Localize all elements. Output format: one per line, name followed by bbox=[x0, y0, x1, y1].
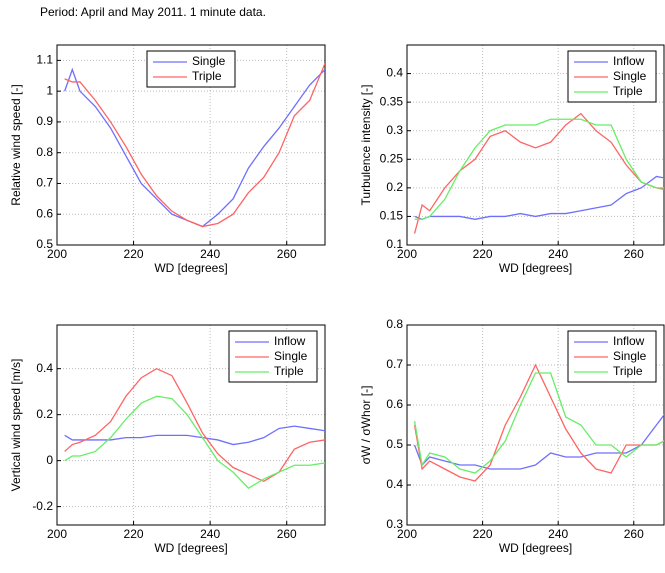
x-tick-label: 200 bbox=[397, 527, 417, 541]
figure-title: Period: April and May 2011. 1 minute dat… bbox=[40, 5, 266, 19]
series-line bbox=[64, 395, 325, 490]
y-tick-label: 0.9 bbox=[36, 114, 53, 128]
y-axis-label: Relative wind speed [-] bbox=[9, 84, 23, 205]
x-tick-label: 260 bbox=[624, 247, 644, 261]
y-tick-label: 0.35 bbox=[380, 94, 404, 108]
legend-label: Triple bbox=[613, 84, 643, 98]
y-tick-label: 1.1 bbox=[36, 53, 53, 67]
series-line bbox=[413, 372, 664, 474]
y-tick-label: 0.6 bbox=[36, 206, 53, 220]
x-tick-label: 240 bbox=[200, 247, 220, 261]
x-tick-label: 260 bbox=[277, 527, 297, 541]
x-axis-label: WD [degrees] bbox=[154, 261, 227, 275]
legend-label: Single bbox=[274, 349, 308, 363]
y-tick-label: 0.7 bbox=[386, 357, 403, 371]
y-tick-label: 1 bbox=[46, 83, 53, 97]
y-tick-label: 0.2 bbox=[36, 407, 53, 421]
legend-box bbox=[146, 50, 236, 88]
subplot: 200 220 240 260 0.3 0.4 0.5 0.6 0.7 0.8 WD [degree… bbox=[359, 317, 665, 555]
y-tick-label: 0.5 bbox=[386, 437, 403, 451]
x-tick-label: 200 bbox=[47, 247, 67, 261]
series-line bbox=[64, 67, 325, 228]
y-axis-label: Vertical wind speed [m/s] bbox=[9, 359, 23, 492]
legend-label: Triple bbox=[192, 69, 222, 83]
series-line bbox=[413, 413, 664, 470]
y-tick-label: 0.15 bbox=[380, 209, 404, 223]
y-tick-label: 0.1 bbox=[386, 237, 403, 251]
subplot: 200 220 240 260 0.5 0.6 0.7 0.8 0.9 1 1.1 WD [degre… bbox=[9, 44, 326, 275]
legend-label: Single bbox=[192, 54, 226, 68]
x-tick-label: 260 bbox=[277, 247, 297, 261]
x-tick-label: 240 bbox=[200, 527, 220, 541]
y-tick-label: 0 bbox=[46, 453, 53, 467]
y-tick-label: 0.8 bbox=[36, 145, 53, 159]
axes-frame bbox=[56, 44, 326, 246]
x-axis-label: WD [degrees] bbox=[499, 261, 572, 275]
y-tick-label: 0.4 bbox=[36, 361, 53, 375]
x-axis-label: WD [degrees] bbox=[154, 541, 227, 555]
y-tick-label: 0.6 bbox=[386, 397, 403, 411]
x-tick-label: 220 bbox=[124, 247, 144, 261]
legend-label: Inflow bbox=[613, 334, 645, 348]
y-axis-label: Turbulence intensity [-] bbox=[359, 85, 373, 206]
axes-frame bbox=[406, 324, 665, 526]
legend-label: Single bbox=[613, 349, 647, 363]
y-tick-label: -0.2 bbox=[32, 499, 53, 513]
series-line bbox=[64, 63, 325, 228]
x-tick-label: 200 bbox=[47, 527, 67, 541]
legend-label: Triple bbox=[274, 364, 304, 378]
y-tick-label: 0.7 bbox=[36, 176, 53, 190]
series-line bbox=[414, 175, 664, 220]
y-tick-label: 0.8 bbox=[386, 317, 403, 331]
legend-label: Inflow bbox=[274, 334, 306, 348]
axes-frame bbox=[56, 324, 326, 526]
series-line bbox=[413, 112, 664, 234]
y-tick-label: 0.3 bbox=[386, 123, 403, 137]
series-line bbox=[64, 425, 325, 446]
series-line bbox=[413, 363, 664, 482]
y-tick-label: 0.3 bbox=[386, 517, 403, 531]
y-tick-label: 0.4 bbox=[386, 66, 403, 80]
y-tick-label: 0.5 bbox=[36, 237, 53, 251]
subplot: 200 220 240 260 -0.2 0 0.2 0.4 WD [degrees] Verti… bbox=[9, 324, 326, 555]
subplot: 200 220 240 260 0.1 0.15 0.2 0.25 0.3 0.35 0.4 WD [… bbox=[359, 44, 665, 275]
legend-label: Inflow bbox=[613, 54, 645, 68]
y-tick-label: 0.25 bbox=[380, 151, 404, 165]
x-axis-label: WD [degrees] bbox=[499, 541, 572, 555]
x-tick-label: 220 bbox=[473, 247, 493, 261]
series-line bbox=[414, 118, 664, 220]
legend-label: Single bbox=[613, 69, 647, 83]
axes-frame bbox=[406, 44, 665, 246]
x-tick-label: 260 bbox=[624, 527, 644, 541]
legend-label: Triple bbox=[613, 364, 643, 378]
y-tick-label: 0.2 bbox=[386, 180, 403, 194]
y-axis-label: σW / σWhor [-] bbox=[359, 386, 373, 465]
x-tick-label: 240 bbox=[548, 527, 568, 541]
y-tick-label: 0.4 bbox=[386, 477, 403, 491]
x-tick-label: 240 bbox=[548, 247, 568, 261]
x-tick-label: 220 bbox=[124, 527, 144, 541]
x-tick-label: 220 bbox=[473, 527, 493, 541]
x-tick-label: 200 bbox=[397, 247, 417, 261]
